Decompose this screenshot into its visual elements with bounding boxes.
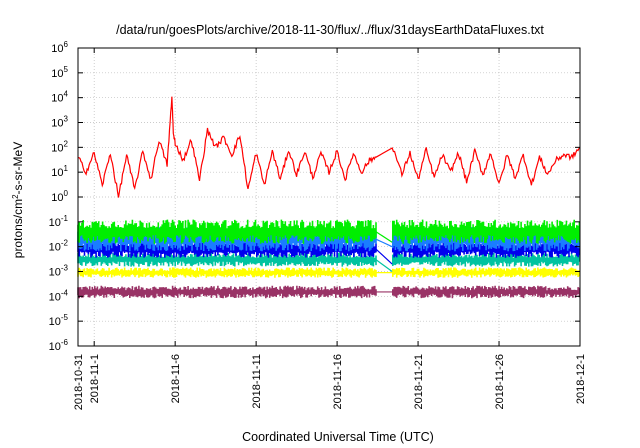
x-tick-label: 2018-11-26 bbox=[494, 354, 506, 409]
svg-text:protons/cm2-s-sr-MeV: protons/cm2-s-sr-MeV bbox=[11, 142, 26, 258]
y-ticks: 10-6 10-5 10-4 10-3 10-2 10-1 100 101 102 103 104 1… bbox=[49, 40, 580, 353]
y-tick-label: 106 bbox=[51, 40, 68, 55]
y-axis-label-rest: -s-sr-MeV bbox=[11, 142, 25, 195]
x-tick-label: 2018-11-11 bbox=[251, 354, 263, 409]
x-axis-label: Coordinated Universal Time (UTC) bbox=[242, 430, 434, 444]
y-tick-label: 100 bbox=[51, 189, 68, 204]
band-gap-connector bbox=[375, 248, 393, 265]
y-tick-label: 10-5 bbox=[49, 313, 69, 328]
x-tick-label: 2018-11-6 bbox=[170, 354, 182, 403]
band-series bbox=[77, 267, 581, 278]
y-tick-label: 102 bbox=[51, 139, 68, 154]
band-gap-connector bbox=[375, 231, 393, 243]
y-tick-label: 103 bbox=[51, 115, 68, 130]
red-series-line bbox=[77, 96, 581, 198]
y-tick-label: 10-1 bbox=[49, 214, 69, 229]
x-ticks: 2018-10-31 2018-11-1 2018-11-6 2018-11-11 20… bbox=[73, 48, 587, 410]
grid bbox=[78, 48, 580, 346]
y-tick-label: 101 bbox=[51, 164, 68, 179]
band-gap-connector bbox=[375, 238, 393, 248]
y-tick-label: 104 bbox=[51, 90, 68, 105]
y-tick-label: 105 bbox=[51, 65, 68, 80]
band-series-fill bbox=[77, 267, 581, 278]
band-gap-connector bbox=[375, 259, 393, 272]
y-tick-label: 10-4 bbox=[49, 288, 69, 303]
data-series bbox=[77, 96, 581, 299]
y-axis-label: protons/cm2-s-sr-MeV bbox=[11, 142, 26, 258]
x-tick-label: 2018-12-1 bbox=[575, 354, 587, 404]
x-tick-label: 2018-11-1 bbox=[89, 354, 101, 403]
x-tick-label: 2018-11-21 bbox=[413, 354, 425, 409]
band-series bbox=[77, 240, 581, 265]
y-tick-label: 10-2 bbox=[49, 239, 69, 254]
chart-title: /data/run/goesPlots/archive/2018-11-30/f… bbox=[116, 23, 544, 37]
red-series bbox=[77, 96, 581, 198]
x-tick-label: 2018-11-16 bbox=[332, 354, 344, 409]
y-tick-label: 10-3 bbox=[49, 264, 69, 279]
y-axis-label-main: protons/cm bbox=[11, 199, 25, 258]
band-series-fill bbox=[77, 252, 581, 267]
y-tick-label: 10-6 bbox=[49, 338, 69, 353]
y-axis-label-sup: 2 bbox=[11, 194, 20, 199]
x-tick-label: 2018-10-31 bbox=[73, 354, 85, 410]
